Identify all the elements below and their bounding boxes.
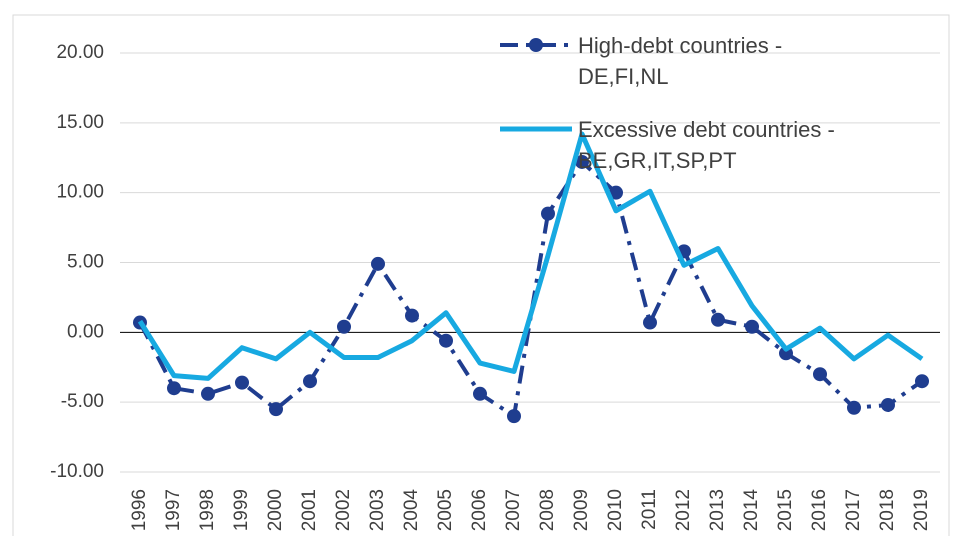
data-point: [745, 319, 759, 334]
x-tick-label: 2003: [367, 489, 388, 531]
x-tick-label: 1996: [129, 489, 150, 531]
x-tick-label: 2015: [775, 489, 796, 531]
data-line: [138, 159, 924, 419]
x-tick-label: 2006: [469, 489, 490, 531]
data-point: [541, 206, 555, 221]
x-tick-label: 2004: [401, 489, 422, 532]
data-line: [137, 131, 924, 381]
x-tick-label: 1999: [231, 489, 252, 531]
y-tick-label: 0.00: [67, 321, 104, 342]
legend-marker: [529, 38, 543, 52]
x-tick-label: 2010: [605, 489, 626, 531]
x-tick-label: 2016: [809, 489, 830, 531]
x-tick-label: 2005: [435, 489, 456, 531]
data-point: [235, 375, 249, 390]
y-tick-label: -10.00: [50, 461, 104, 482]
y-tick-label: 15.00: [56, 112, 104, 133]
data-point: [167, 381, 181, 396]
x-tick-label: 1997: [163, 489, 184, 531]
x-tick-label: 2019: [911, 489, 932, 531]
data-point: [711, 312, 725, 327]
y-tick-label: 20.00: [56, 42, 104, 63]
data-point: [609, 185, 623, 200]
x-tick-label: 2011: [639, 489, 660, 530]
chart-border: [12, 14, 950, 536]
x-tick-label: 2000: [265, 489, 286, 531]
data-point: [405, 308, 419, 323]
data-point: [201, 386, 215, 401]
x-tick-label: 2002: [333, 489, 354, 531]
data-point: [847, 400, 861, 415]
data-point: [507, 409, 521, 424]
y-tick-label: 5.00: [67, 252, 104, 273]
x-tick-label: 2013: [707, 489, 728, 531]
x-tick-label: 2008: [537, 489, 558, 531]
x-tick-label: 2018: [877, 489, 898, 531]
x-tick-label: 2012: [673, 489, 694, 531]
data-point: [813, 367, 827, 382]
x-tick-label: 2014: [741, 489, 762, 532]
x-tick-label: 2009: [571, 489, 592, 531]
data-point: [439, 333, 453, 348]
x-tick-label: 2001: [299, 489, 320, 531]
legend-label: Excessive debt countries - BE,GR,IT,SP,P…: [578, 117, 835, 173]
y-tick-label: -5.00: [61, 391, 104, 412]
x-tick-label: 2017: [843, 489, 864, 531]
x-tick-label: 1998: [197, 489, 218, 531]
y-tick-label: 10.00: [56, 182, 104, 203]
data-point: [473, 386, 487, 401]
legend-label: High-debt countries - DE,FI,NL: [578, 33, 783, 89]
data-point: [337, 319, 351, 334]
data-point: [269, 402, 283, 417]
data-point: [575, 154, 589, 169]
data-point: [303, 374, 317, 389]
x-tick-label: 2007: [503, 489, 524, 531]
data-point: [881, 397, 895, 412]
data-point: [915, 374, 929, 389]
data-point: [643, 315, 657, 330]
data-point: [371, 256, 385, 271]
